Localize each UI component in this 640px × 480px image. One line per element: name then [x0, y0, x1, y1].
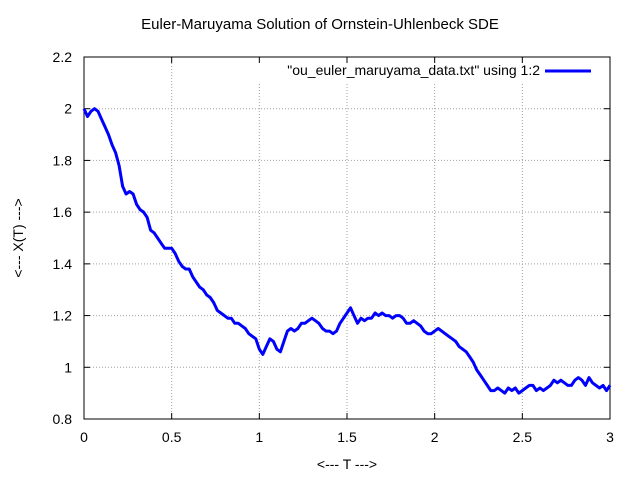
y-tick-label: 1 [64, 359, 72, 375]
chart-title: Euler-Maruyama Solution of Ornstein-Uhle… [141, 16, 499, 33]
axis-ticks: 0 0.5 1 1.5 2 2.5 3 0.8 1 1.2 1.4 1.6 1.8 2 2.2 [53, 49, 615, 445]
y-tick-label: 2.2 [53, 49, 73, 65]
y-tick-label: 0.8 [53, 411, 73, 427]
x-tick-label: 0 [80, 429, 88, 445]
y-tick-label: 2 [64, 101, 72, 117]
grid-lines [84, 57, 610, 419]
x-axis-label: <--- T ---> [316, 456, 378, 472]
x-tick-label: 1.5 [337, 429, 357, 445]
x-tick-label: 3 [606, 429, 614, 445]
y-tick-label: 1.4 [53, 256, 73, 272]
series-layer [82, 107, 612, 395]
y-tick-label: 1.6 [53, 204, 73, 220]
x-tick-label: 2.5 [513, 429, 533, 445]
legend-label: "ou_euler_maruyama_data.txt" using 1:2 [287, 62, 540, 78]
y-tick-label: 1.2 [53, 308, 73, 324]
y-axis-label: <--- X(T) ---> [10, 198, 26, 278]
x-tick-label: 0.5 [162, 429, 182, 445]
y-tick-label: 1.8 [53, 152, 73, 168]
x-tick-label: 2 [431, 429, 439, 445]
x-tick-label: 1 [255, 429, 263, 445]
series-line [82, 107, 612, 395]
legend-box [236, 60, 606, 84]
